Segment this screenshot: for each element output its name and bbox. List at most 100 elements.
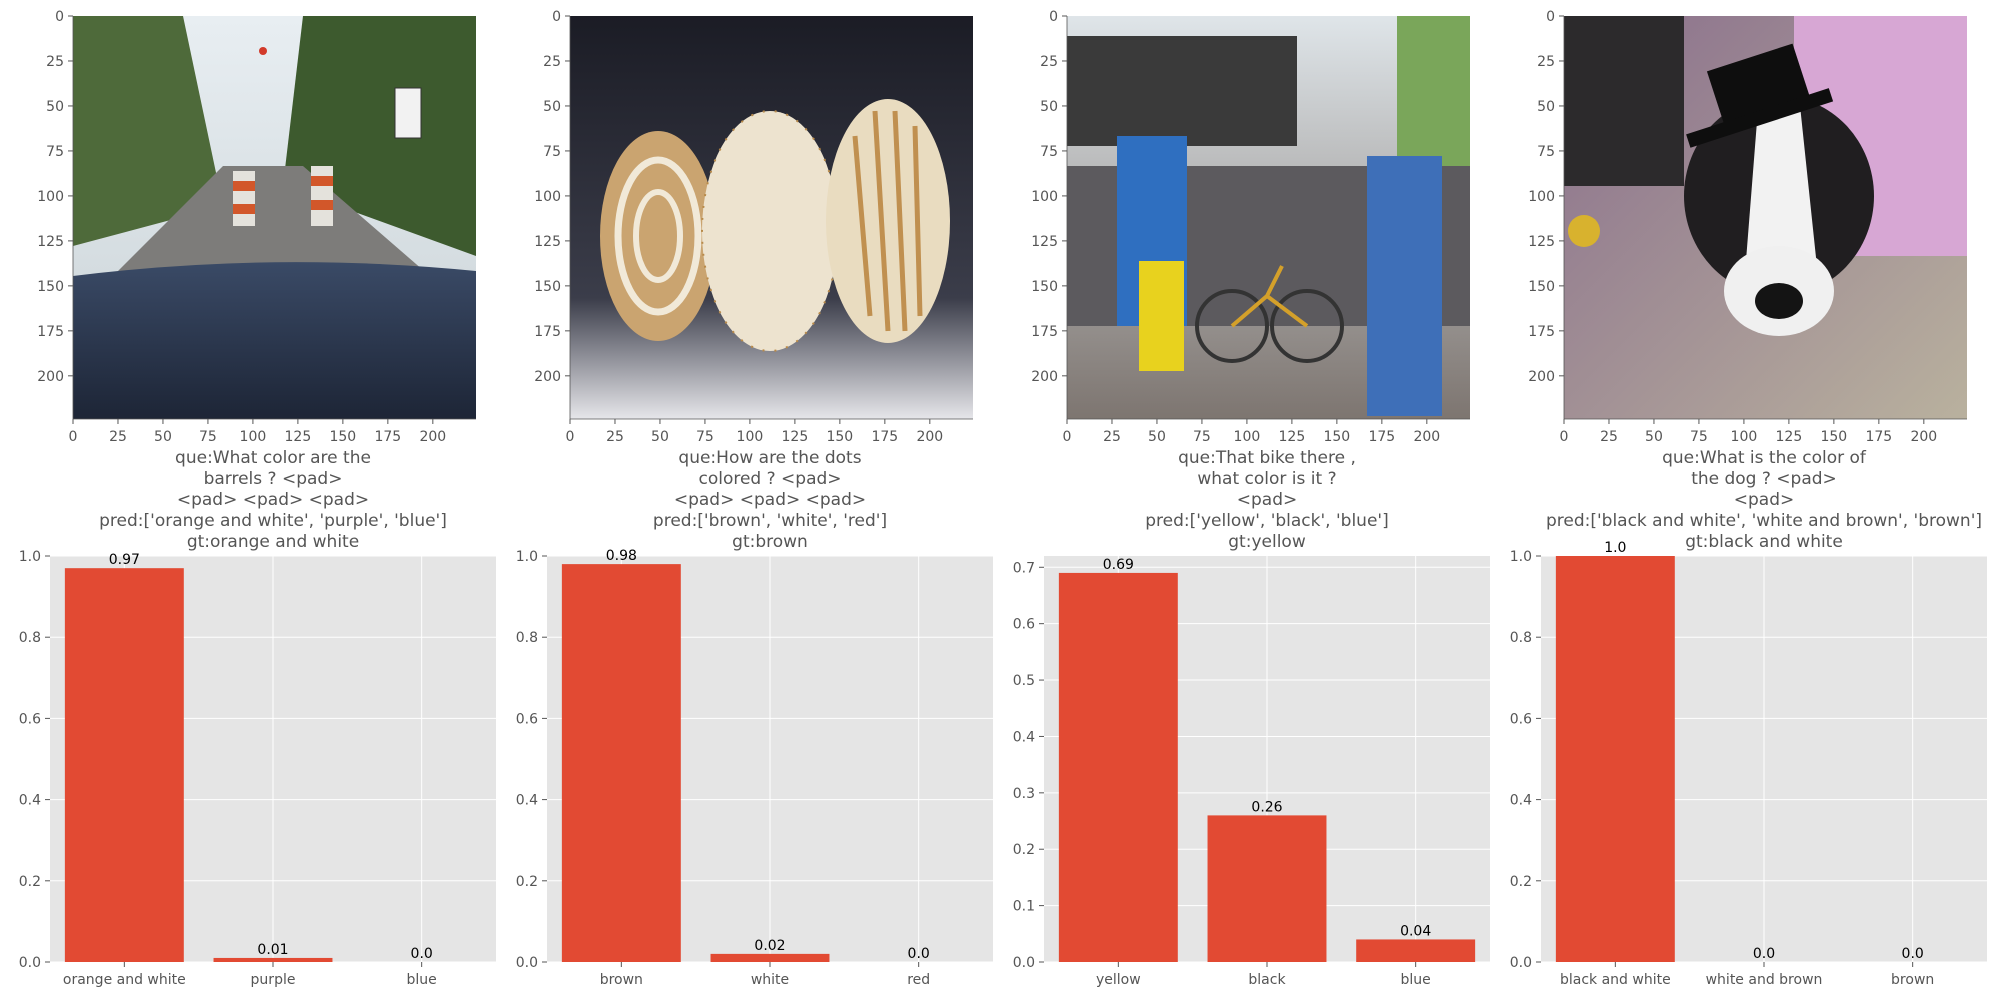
- image-y-tick-label: 200: [37, 369, 64, 385]
- x-tick-label: yellow: [1096, 972, 1141, 988]
- image-y-tick-label: 200: [1031, 369, 1058, 385]
- image-y-tick-label: 50: [543, 99, 561, 115]
- bar-black-and-white: [1556, 556, 1675, 962]
- image-y-tick-label: 0: [552, 9, 561, 25]
- bar-value-label: 1.0: [1604, 540, 1626, 556]
- bar-chart-2: 0.00.20.40.60.81.0 0.98brown0.02white0.0r…: [516, 548, 993, 988]
- image-y-tick-label: 175: [1031, 324, 1058, 340]
- image-y-tick-label: 125: [534, 234, 561, 250]
- y-tick-label: 0.0: [1510, 955, 1532, 971]
- bar-value-label: 0.0: [1902, 946, 1924, 962]
- image-y-tick-label: 25: [1040, 54, 1058, 70]
- image-x-tick-label: 50: [154, 429, 172, 445]
- image-y-tick-label: 50: [46, 99, 64, 115]
- image-x-tick-label: 25: [109, 429, 127, 445]
- image-y-tick-label: 150: [1031, 279, 1058, 295]
- image-x-tick-label: 25: [1103, 429, 1121, 445]
- bar-value-label: 0.69: [1103, 557, 1134, 573]
- bar-value-label: 0.04: [1400, 923, 1431, 939]
- image-x-tick-label: 200: [419, 429, 446, 445]
- bar-chart-4: 0.0 0.2 0.4 0.6 0.8 1.0 1.0 black and white 0.0 w…: [1510, 540, 1987, 988]
- photo-road-barrels: [73, 16, 476, 419]
- y-tick-label: 1.0: [1510, 549, 1532, 565]
- caption-line: <pad>: [1734, 490, 1795, 510]
- image-y-tick-label: 0: [1049, 9, 1058, 25]
- image-y-tick-label: 0: [1546, 9, 1555, 25]
- image-x-tick-label: 100: [737, 429, 764, 445]
- image-x-tick-label: 125: [1776, 429, 1803, 445]
- x-tick-label: orange and white: [63, 972, 186, 988]
- image-x-tick-label: 25: [606, 429, 624, 445]
- y-tick-label: 0.2: [1013, 842, 1035, 858]
- image-x-tick-label: 175: [871, 429, 898, 445]
- caption-line: que:What color are the: [175, 448, 371, 468]
- image-y-tick-label: 25: [543, 54, 561, 70]
- x-tick-label: blue: [407, 972, 437, 988]
- bar-chart-1: 0.0 0.2 0.4 0.6 0.8 1.0 0.97 orange and white 0.…: [19, 549, 496, 988]
- caption-line: que:That bike there ,: [1178, 448, 1356, 468]
- caption-3: que:That bike there ,what color is it ?<…: [1145, 448, 1388, 552]
- caption-line: the dog ? <pad>: [1691, 469, 1837, 489]
- image-y-tick-label: 150: [1528, 279, 1555, 295]
- bar-yellow: [1059, 573, 1178, 962]
- image-y-tick-label: 75: [543, 144, 561, 160]
- caption-line: <pad> <pad> <pad>: [674, 490, 866, 510]
- bar-value-label: 0.0: [411, 946, 433, 962]
- bar-value-label: 0.98: [606, 548, 637, 564]
- bar-value-label: 0.01: [257, 942, 288, 958]
- bar-purple: [214, 958, 333, 962]
- image-x-tick-label: 0: [566, 429, 575, 445]
- y-tick-label: 0.8: [19, 630, 41, 646]
- y-tick-label: 0.4: [19, 793, 41, 809]
- image-y-tick-label: 25: [1537, 54, 1555, 70]
- image-y-tick-label: 75: [1040, 144, 1058, 160]
- image-y-tick-label: 75: [46, 144, 64, 160]
- image-x-tick-label: 75: [1193, 429, 1211, 445]
- image-x-tick-label: 125: [285, 429, 312, 445]
- y-tick-label: 1.0: [516, 549, 538, 565]
- x-tick-label: white: [751, 972, 789, 988]
- caption-4: que:What is the color ofthe dog ? <pad><…: [1546, 448, 1982, 552]
- image-y-tick-label: 125: [37, 234, 64, 250]
- bar-white: [711, 954, 830, 962]
- x-tick-label: brown: [1891, 972, 1934, 988]
- image-x-tick-label: 125: [782, 429, 809, 445]
- image-y-tick-label: 100: [1031, 189, 1058, 205]
- bar-orange-and-white: [65, 568, 184, 962]
- y-tick-label: 0.4: [516, 793, 538, 809]
- caption-line: pred:['yellow', 'black', 'blue']: [1145, 511, 1388, 531]
- image-y-tick-label: 150: [37, 279, 64, 295]
- y-tick-label: 0.2: [1510, 874, 1532, 890]
- y-tick-label: 0.8: [1510, 630, 1532, 646]
- y-tick-label: 0.0: [19, 955, 41, 971]
- image-y-tick-label: 50: [1537, 99, 1555, 115]
- caption-line: que:What is the color of: [1662, 448, 1867, 468]
- image-x-tick-label: 50: [651, 429, 669, 445]
- image-x-tick-label: 75: [199, 429, 217, 445]
- caption-line: pred:['black and white', 'white and brow…: [1546, 511, 1982, 531]
- image-x-tick-label: 125: [1279, 429, 1306, 445]
- bar-value-label: 0.0: [1753, 946, 1775, 962]
- image-y-tick-label: 75: [1537, 144, 1555, 160]
- photo-crowd-bike: [1067, 16, 1470, 419]
- image-y-tick-label: 100: [1528, 189, 1555, 205]
- image-x-tick-label: 50: [1645, 429, 1663, 445]
- image-x-tick-label: 100: [1731, 429, 1758, 445]
- y-tick-label: 0.8: [516, 630, 538, 646]
- image-y-tick-label: 0: [55, 9, 64, 25]
- caption-line: colored ? <pad>: [698, 469, 841, 489]
- caption-line: gt:yellow: [1228, 532, 1306, 552]
- image-y-tick-label: 25: [46, 54, 64, 70]
- x-tick-label: white and brown: [1706, 972, 1823, 988]
- y-tick-label: 0.2: [19, 874, 41, 890]
- image-x-tick-label: 0: [69, 429, 78, 445]
- y-tick-label: 1.0: [19, 549, 41, 565]
- photo-dog-top-hat: [1564, 16, 1967, 419]
- image-y-tick-label: 50: [1040, 99, 1058, 115]
- image-x-tick-label: 25: [1600, 429, 1618, 445]
- bar-value-label: 0.0: [908, 946, 930, 962]
- caption-line: que:How are the dots: [678, 448, 861, 468]
- y-tick-label: 0.6: [1510, 711, 1532, 727]
